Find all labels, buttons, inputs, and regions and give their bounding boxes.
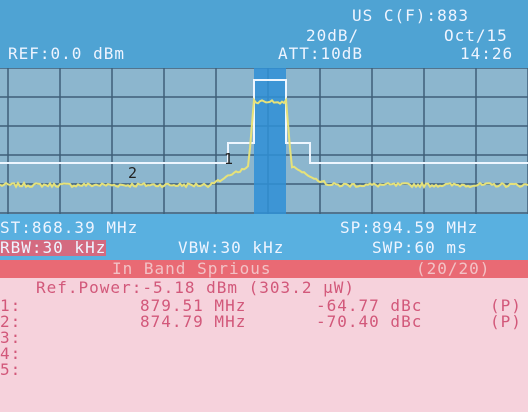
row-index: 5: bbox=[0, 360, 22, 379]
marker-label: 2 bbox=[128, 164, 137, 182]
row-flag: (P) bbox=[490, 296, 522, 315]
row-flag: (P) bbox=[490, 312, 522, 331]
attenuation: ATT:10dB bbox=[278, 44, 364, 63]
marker-label: 1 bbox=[224, 150, 233, 168]
sweep: SWP:60 ms bbox=[372, 238, 468, 257]
limit-mask bbox=[0, 79, 528, 164]
stop-freq: SP:894.59 MHz bbox=[340, 218, 479, 237]
ref-level: REF:0.0 dBm bbox=[8, 44, 125, 63]
scale: 20dB/ bbox=[306, 26, 360, 45]
row-index: 3: bbox=[0, 328, 22, 347]
spectrum-trace bbox=[0, 97, 528, 190]
row-level: -64.77 dBc bbox=[316, 296, 423, 315]
row-index: 4: bbox=[0, 344, 22, 363]
ref-power: Ref.Power:-5.18 dBm (303.2 μW) bbox=[36, 278, 355, 297]
date: Oct/15 bbox=[444, 26, 508, 45]
header-panel bbox=[0, 0, 528, 68]
spectrum-plot: 2 1 bbox=[0, 68, 528, 214]
channel-highlight bbox=[254, 68, 286, 214]
title-band bbox=[0, 260, 528, 278]
counter: US C(F):883 bbox=[352, 6, 469, 25]
row-index: 2: bbox=[0, 312, 22, 331]
vbw: VBW:30 kHz bbox=[178, 238, 285, 257]
row-level: -70.40 dBc bbox=[316, 312, 423, 331]
time: 14:26 bbox=[460, 44, 514, 63]
measurement-count: (20/20) bbox=[416, 259, 491, 278]
row-frequency: 879.51 MHz bbox=[140, 296, 247, 315]
measurement-title: In Band Sprious bbox=[112, 259, 272, 278]
row-frequency: 874.79 MHz bbox=[140, 312, 247, 331]
row-index: 1: bbox=[0, 296, 22, 315]
rbw: RBW:30 kHz bbox=[0, 238, 107, 257]
start-freq: ST:868.39 MHz bbox=[0, 218, 139, 237]
